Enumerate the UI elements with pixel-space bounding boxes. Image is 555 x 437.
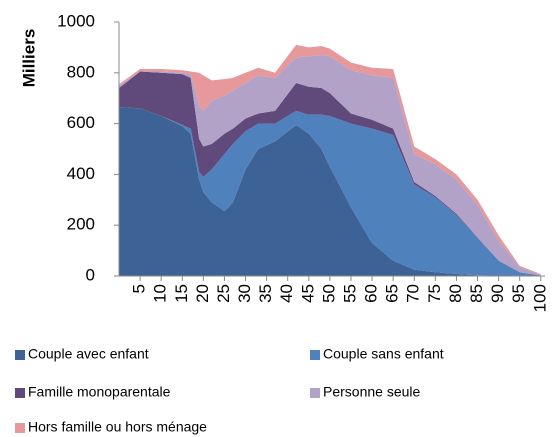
legend-label: Personne seule (323, 384, 421, 400)
x-tick-label: 55 (340, 284, 359, 303)
x-tick-label: 10 (151, 284, 170, 303)
area (119, 71, 541, 276)
x-tick-label: 95 (509, 284, 528, 303)
x-tick-label: 65 (383, 284, 402, 303)
legend-swatch (310, 350, 320, 360)
x-tick-label: 20 (193, 284, 212, 303)
area (119, 107, 541, 276)
x-tick-label: 25 (214, 284, 233, 303)
x-tick-label: 45 (298, 284, 317, 303)
legend-swatch (310, 388, 320, 398)
y-tick-label: 400 (67, 164, 95, 183)
x-tick-label: 60 (362, 284, 381, 303)
x-tick-label: 5 (130, 284, 149, 293)
x-tick-label: 75 (425, 284, 444, 303)
y-tick-label: 0 (86, 265, 95, 284)
legend-label: Famille monoparentale (28, 384, 171, 400)
area (119, 107, 541, 276)
x-tick-label: 35 (256, 284, 275, 303)
legend-label: Couple avec enfant (28, 346, 149, 362)
legend-swatch (15, 388, 25, 398)
x-tick-label: 40 (277, 284, 296, 303)
legend-label: Hors famille ou hors ménage (28, 419, 207, 435)
y-tick-label: 800 (67, 62, 95, 81)
x-tick-label: 80 (446, 284, 465, 303)
x-tick-label: 70 (404, 284, 423, 303)
y-tick-label: 200 (67, 215, 95, 234)
x-tick-label: 85 (467, 284, 486, 303)
x-tick-label: 15 (172, 284, 191, 303)
legend-swatch (15, 350, 25, 360)
legend-swatch (15, 423, 25, 433)
x-tick-label: 90 (488, 284, 507, 303)
x-tick-label: 100 (530, 284, 549, 312)
y-tick-label: 1000 (57, 11, 95, 30)
area (119, 55, 541, 276)
x-tick-label: 30 (235, 284, 254, 303)
x-tick-label: 50 (319, 284, 338, 303)
y-tick-label: 600 (67, 113, 95, 132)
y-axis-label: Milliers (19, 29, 38, 88)
legend-label: Couple sans enfant (323, 346, 444, 362)
